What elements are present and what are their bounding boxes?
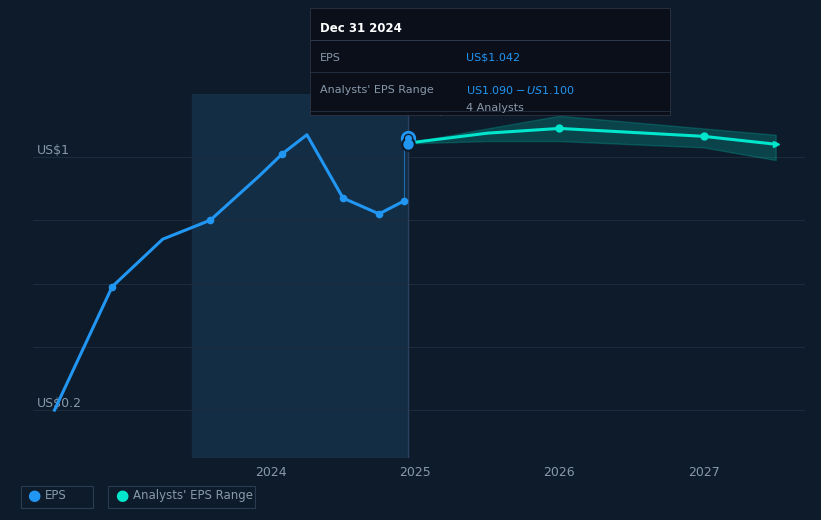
Text: 4 Analysts: 4 Analysts	[466, 103, 524, 113]
Text: EPS: EPS	[45, 489, 67, 501]
Text: US$1.090 - US$1.100: US$1.090 - US$1.100	[466, 84, 575, 96]
Text: ●: ●	[115, 488, 128, 502]
Text: Analysts' EPS Range: Analysts' EPS Range	[133, 489, 253, 501]
Text: Analysts' EPS Range: Analysts' EPS Range	[320, 85, 433, 95]
Bar	[191, 94, 408, 458]
Text: US$1.042: US$1.042	[466, 53, 521, 63]
Text: Dec 31 2024: Dec 31 2024	[320, 22, 401, 35]
Text: Actual: Actual	[367, 106, 402, 116]
Text: US$0.2: US$0.2	[37, 397, 82, 410]
Text: Analysts Forecasts: Analysts Forecasts	[414, 106, 517, 116]
Text: US$1: US$1	[37, 144, 70, 157]
Text: ●: ●	[27, 488, 40, 502]
Text: EPS: EPS	[320, 53, 341, 63]
